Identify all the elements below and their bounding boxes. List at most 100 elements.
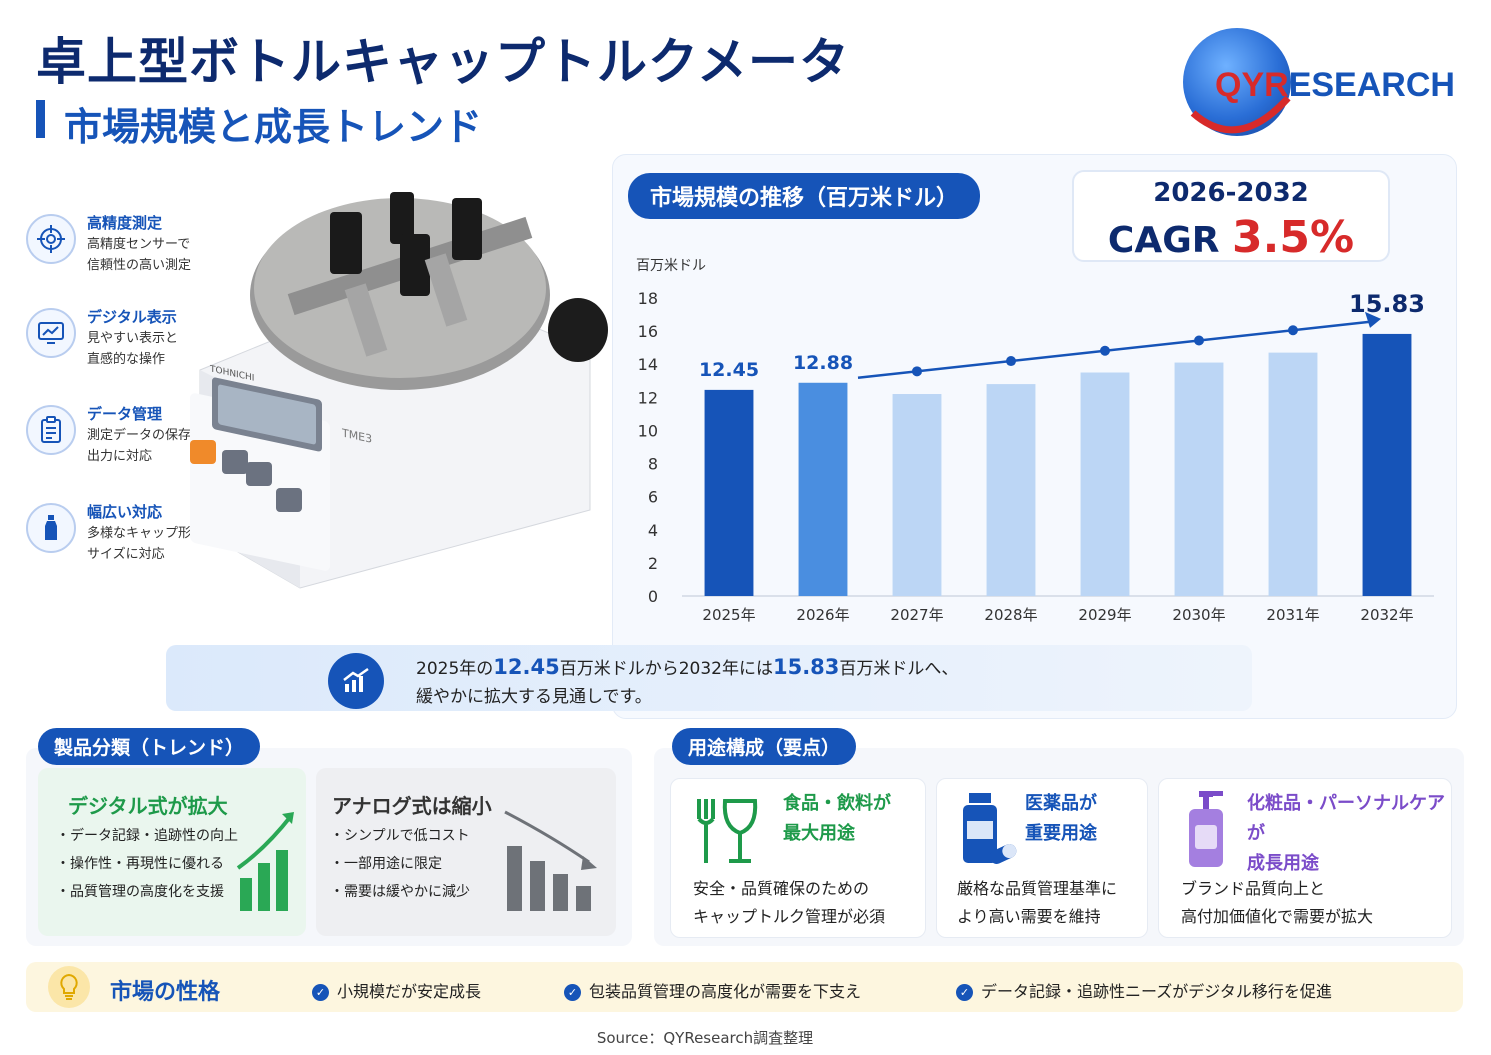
cagr-box: 2026-2032 CAGR 3.5%	[1072, 170, 1390, 263]
usage-desc: キャップトルク管理が必須	[693, 907, 886, 926]
x-tick-label: 2026年	[796, 606, 849, 624]
digital-bullet: ・データ記録・追跡性の向上	[56, 828, 238, 844]
nature-point: ✓ データ記録・追跡性ニーズがデジタル移行を促進	[956, 978, 1332, 1002]
feature-title: 高精度測定	[87, 214, 163, 232]
feature-item: 幅広い対応 多様なキャップ形状・ サイズに対応	[26, 501, 236, 571]
usage-card-pharma: 医薬品が 重要用途 厳格な品質管理基準に より高い需要を維持	[936, 778, 1148, 938]
usage-desc: 安全・品質確保のための	[693, 879, 870, 898]
nature-point-text: 小規模だが安定成長	[337, 982, 482, 1001]
bar	[1362, 333, 1412, 596]
lightbulb-icon	[48, 966, 90, 1008]
target-icon	[26, 214, 76, 264]
cagr-period: 2026-2032	[1153, 178, 1309, 208]
trend-marker	[1194, 335, 1204, 346]
summary-value-start: 12.45	[493, 655, 560, 679]
usage-card-food: 食品・飲料が 最大用途 安全・品質確保のための キャップトルク管理が必須	[670, 778, 926, 938]
analog-bullet: ・シンプルで低コスト	[330, 828, 470, 844]
bar	[986, 384, 1036, 596]
usage-title: 食品・飲料が	[783, 793, 891, 814]
y-tick-label: 10	[638, 421, 658, 440]
usage-title: 成長用途	[1247, 853, 1319, 874]
summary-text-part: 百万米ドルへ、	[839, 659, 959, 679]
check-icon: ✓	[956, 984, 973, 1001]
x-tick-label: 2031年	[1266, 606, 1319, 624]
clipboard-icon	[26, 405, 76, 455]
summary-text-part: 百万米ドルから2032年には	[559, 659, 773, 679]
usage-desc: ブランド品質向上と	[1181, 879, 1326, 898]
x-tick-label: 2025年	[702, 606, 755, 624]
feature-desc: 出力に対応	[87, 449, 153, 464]
trend-marker	[1288, 325, 1298, 336]
trend-marker	[912, 366, 922, 377]
bar	[1174, 362, 1224, 596]
feature-title: 幅広い対応	[87, 503, 163, 521]
x-tick-label: 2032年	[1360, 606, 1413, 624]
feature-title: デジタル表示	[87, 308, 177, 326]
digital-bullet: ・品質管理の高度化を支援	[56, 884, 224, 900]
trend-line	[857, 320, 1370, 380]
y-tick-label: 18	[638, 289, 658, 308]
market-size-bar-chart: 百万米ドル 0 2 4 6 8 10 12 14 16 18 2025年 12.45 2026年 12.88…	[636, 258, 1434, 624]
usage-desc: 高付加価値化で需要が拡大	[1181, 907, 1374, 926]
cagr-label: CAGR	[1107, 220, 1220, 261]
page-subtitle: 市場規模と成長トレンド	[64, 105, 483, 149]
subtitle-accent-bar	[36, 100, 45, 138]
summary-value-end: 15.83	[772, 655, 840, 679]
pump-bottle-icon	[1189, 791, 1223, 867]
data-label: 12.88	[793, 352, 853, 374]
y-tick-label: 8	[648, 455, 658, 474]
x-tick-label: 2030年	[1172, 606, 1225, 624]
nature-title: 市場の性格	[110, 980, 221, 1005]
y-tick-label: 16	[638, 322, 658, 341]
analog-title: アナログ式は縮小	[332, 794, 492, 818]
summary-strip: 2025年の12.45百万米ドルから2032年には15.83百万米ドルへ、 緩や…	[166, 645, 1252, 711]
digital-bullet: ・操作性・再現性に優れる	[56, 856, 224, 872]
feature-item: デジタル表示 見やすい表示と 直感的な操作	[26, 306, 236, 376]
digital-title: デジタル式が拡大	[68, 794, 228, 818]
y-tick-label: 14	[638, 355, 658, 374]
feature-item: データ管理 測定データの保存・ 出力に対応	[26, 403, 236, 473]
data-label: 15.83	[1349, 290, 1425, 318]
market-nature-bar: 市場の性格 ✓ 小規模だが安定成長 ✓ 包装品質管理の高度化が需要を下支え ✓ データ…	[26, 962, 1463, 1012]
chart-title-pill: 市場規模の推移（百万米ドル）	[628, 173, 981, 219]
analog-bullet: ・一部用途に限定	[330, 856, 442, 872]
y-tick-label: 2	[648, 554, 658, 573]
usage-card-cosmetics: 化粧品・パーソナルケアが 成長用途 ブランド品質向上と 高付加価値化で需要が拡大	[1158, 778, 1452, 938]
usage-desc: 厳格な品質管理基準に	[957, 879, 1118, 898]
feature-desc: 高精度センサーで	[87, 237, 191, 252]
bar	[1268, 352, 1318, 596]
cagr-value: 3.5%	[1232, 212, 1355, 263]
growth-chart-icon	[328, 653, 384, 709]
bar	[798, 382, 848, 596]
x-tick-label: 2028年	[984, 606, 1037, 624]
usage-title: 化粧品・パーソナルケアが	[1247, 793, 1445, 844]
usage-title: 医薬品が	[1025, 793, 1097, 814]
product-pill: 製品分類（トレンド）	[38, 728, 261, 765]
feature-desc: 信頼性の高い測定	[87, 258, 192, 273]
y-tick-label: 0	[648, 587, 658, 606]
x-tick-label: 2027年	[890, 606, 943, 624]
analog-card: アナログ式は縮小 ・シンプルで低コスト ・一部用途に限定 ・需要は緩やかに減少	[316, 768, 616, 936]
nature-point: ✓ 小規模だが安定成長	[312, 978, 481, 1002]
feature-desc: 多様なキャップ形状・	[87, 526, 218, 541]
rising-bars-icon	[236, 812, 294, 911]
usage-pill: 用途構成（要点）	[672, 728, 857, 765]
bar	[704, 389, 754, 596]
usage-title: 最大用途	[783, 823, 855, 844]
feature-desc: 測定データの保存・	[87, 428, 205, 443]
bar	[1080, 372, 1130, 596]
source-note: Source：QYResearch調査整理	[596, 1029, 814, 1047]
logo-text-suffix: ESEARCH	[1288, 66, 1455, 104]
summary-text-line2: 緩やかに拡大する見通しです。	[416, 687, 652, 707]
y-axis-label: 百万米ドル	[636, 258, 706, 274]
medicine-bottle-icon	[963, 793, 1017, 864]
summary-text-part: 2025年の	[416, 659, 494, 679]
bar	[892, 394, 942, 596]
fork-glass-icon	[697, 799, 758, 863]
nature-point-text: データ記録・追跡性ニーズがデジタル移行を促進	[981, 982, 1332, 1001]
nature-point: ✓ 包装品質管理の高度化が需要を下支え	[564, 978, 861, 1002]
check-icon: ✓	[564, 984, 581, 1001]
data-label: 12.45	[699, 359, 759, 381]
trend-marker	[1100, 345, 1110, 356]
swoosh-icon	[1190, 95, 1291, 134]
